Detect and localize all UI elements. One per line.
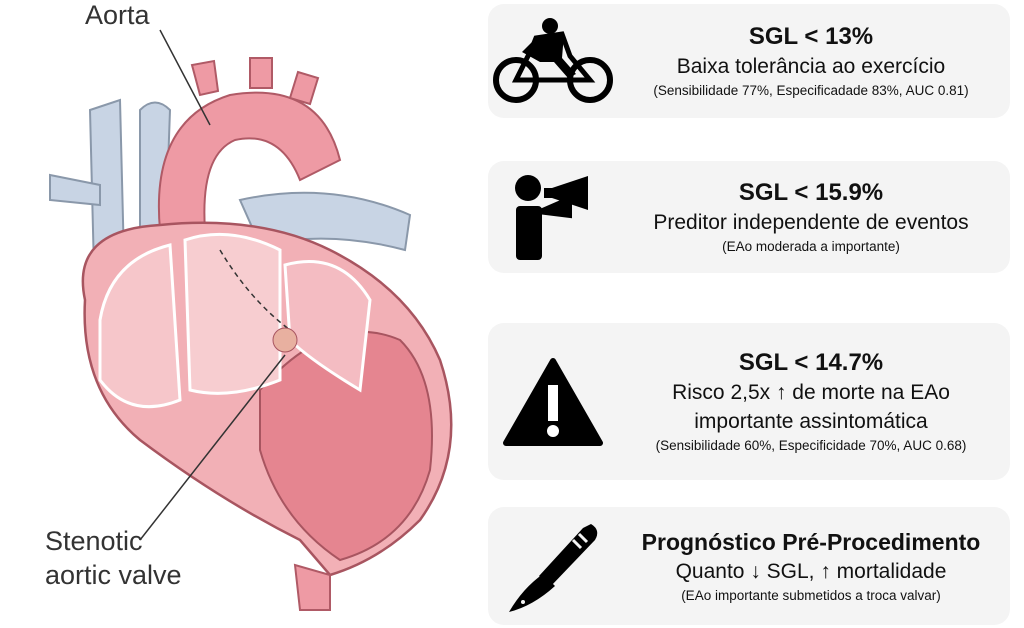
panel-desc: Preditor independente de eventos <box>653 210 969 234</box>
panel-prognosis: Prognóstico Pré-Procedimento Quanto ↓ SG… <box>488 507 1010 625</box>
stenotic-label-line1: Stenotic <box>45 526 143 556</box>
panel-title: SGL < 14.7% <box>738 348 884 376</box>
panel-desc-line2: importante assintomática <box>694 409 928 433</box>
warning-icon <box>488 323 618 480</box>
panel-exercise: SGL < 13% Baixa tolerância ao exercício … <box>488 4 1010 118</box>
aorta-label: Aorta <box>85 0 150 30</box>
panel-desc: Baixa tolerância ao exercício <box>676 54 946 78</box>
panel-desc-line1: Risco 2,5x ↑ de morte na EAo <box>672 380 950 404</box>
panel-predictor: SGL < 15.9% Preditor independente de eve… <box>488 161 1010 273</box>
panel-note: (EAo importante submetidos a troca valva… <box>681 587 941 603</box>
panel-title: Prognóstico Pré-Procedimento <box>641 528 981 555</box>
panel-risk: SGL < 14.7% Risco 2,5x ↑ de morte na EAo… <box>488 323 1010 480</box>
stenotic-label-line2: aortic valve <box>45 560 182 590</box>
cyclist-icon <box>488 4 618 118</box>
megaphone-person-icon <box>488 161 618 273</box>
scalpel-icon <box>488 507 618 625</box>
panel-title: SGL < 13% <box>748 22 874 50</box>
panel-note: (EAo moderada a importante) <box>722 238 900 254</box>
panel-desc: Quanto ↓ SGL, ↑ mortalidade <box>675 559 947 583</box>
panel-title: SGL < 15.9% <box>738 178 884 206</box>
panel-note: (Sensibilidade 60%, Especificidade 70%, … <box>655 437 967 453</box>
heart-illustration <box>49 29 453 611</box>
panel-note: (Sensibilidade 77%, Especificadade 83%, … <box>653 82 969 98</box>
